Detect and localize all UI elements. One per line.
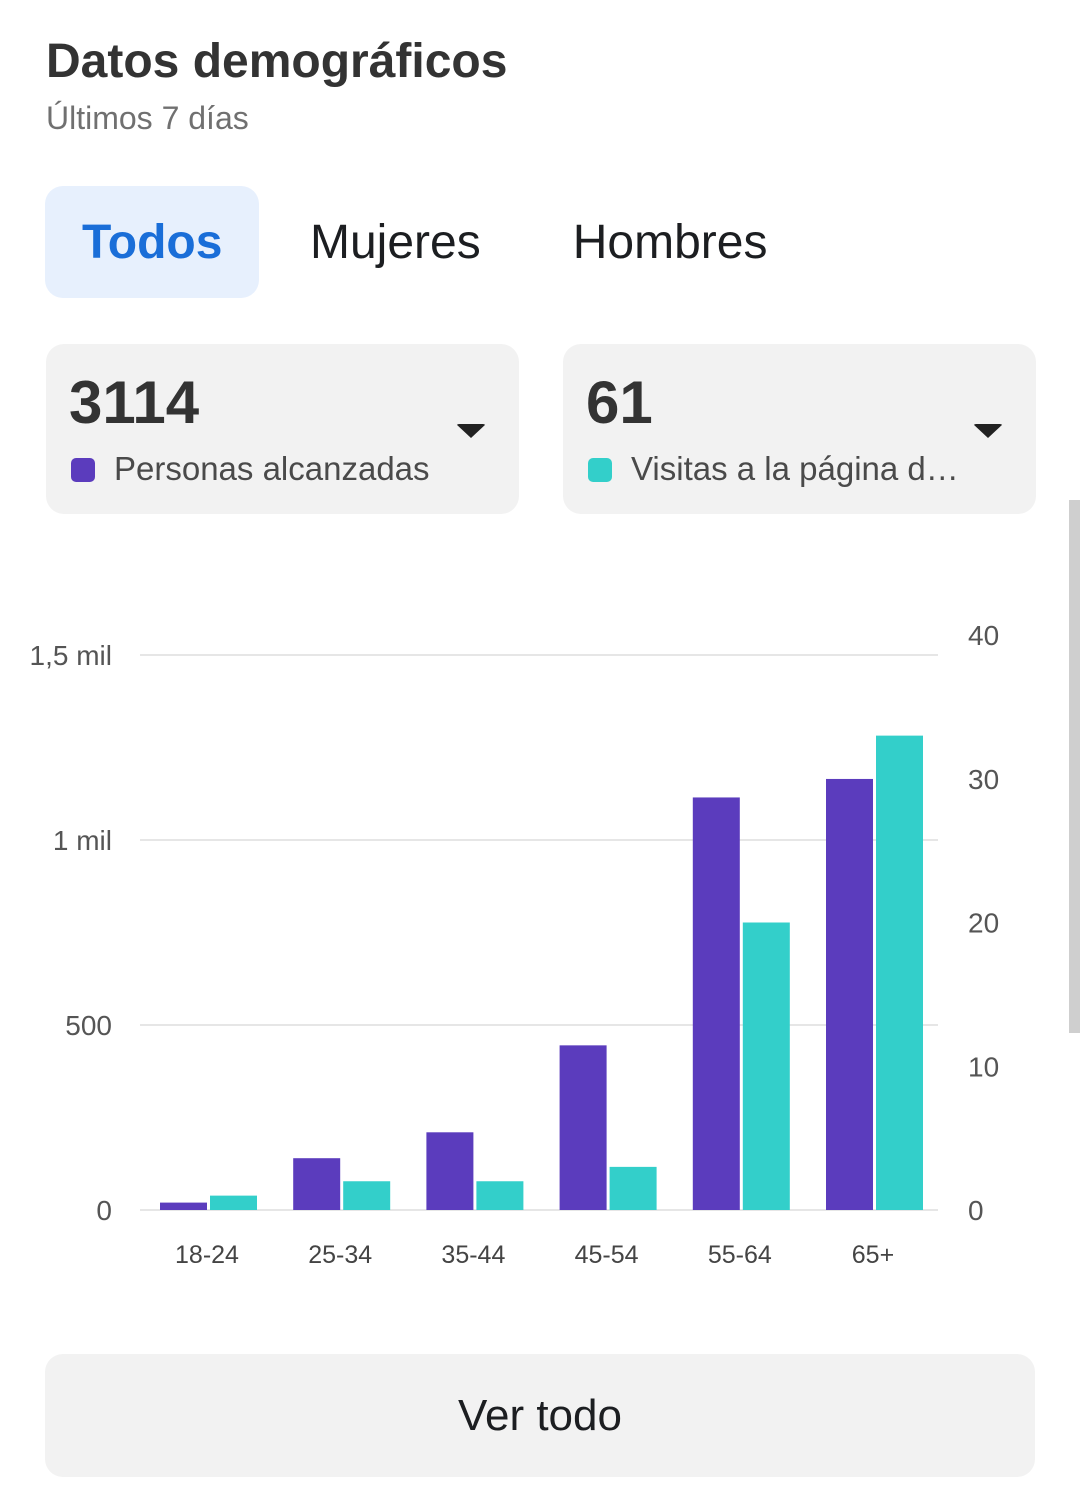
metric-value: 3114 bbox=[69, 369, 200, 436]
metric-label: Personas alcanzadas bbox=[114, 450, 430, 487]
bar-45-54-visits bbox=[609, 1166, 657, 1210]
bar-18-24-reach bbox=[160, 1202, 207, 1210]
right-axis-tick-label: 0 bbox=[968, 1195, 984, 1226]
legend-swatch bbox=[588, 458, 612, 482]
bar-55-64-visits bbox=[742, 922, 790, 1210]
bar-25-34-visits bbox=[343, 1181, 391, 1210]
left-axis-tick-label: 1 mil bbox=[53, 825, 112, 856]
bar-18-24-visits bbox=[210, 1195, 257, 1210]
metric-selector-page-visits[interactable]: 61 Visitas a la página de Facebook bbox=[563, 344, 1036, 514]
x-axis-category-label: 35-44 bbox=[441, 1241, 505, 1269]
bar-45-54-reach bbox=[559, 1045, 607, 1210]
bar-35-44-reach bbox=[426, 1132, 474, 1210]
see-all-button[interactable]: Ver todo bbox=[45, 1354, 1035, 1477]
bar-55-64-reach bbox=[692, 797, 740, 1210]
x-axis-category-label: 65+ bbox=[852, 1241, 894, 1269]
bar-65+-visits bbox=[876, 735, 923, 1210]
date-range-subtitle: Últimos 7 días bbox=[46, 100, 249, 136]
caret-down-icon[interactable] bbox=[973, 424, 1003, 438]
legend-swatch bbox=[71, 458, 95, 482]
right-axis-tick-label: 10 bbox=[968, 1051, 999, 1082]
page-title: Datos demográficos bbox=[46, 35, 508, 88]
left-axis-tick-label: 500 bbox=[65, 1010, 112, 1041]
right-axis-tick-label: 20 bbox=[968, 908, 999, 939]
x-axis-category-label: 55-64 bbox=[708, 1241, 772, 1269]
tab-todos[interactable]: Todos bbox=[45, 186, 259, 298]
metric-value: 61 bbox=[586, 369, 653, 436]
right-axis-tick-label: 30 bbox=[968, 764, 999, 795]
bar-65+-reach bbox=[826, 778, 873, 1210]
left-axis-tick-label: 1,5 mil bbox=[30, 640, 112, 671]
x-axis-category-label: 25-34 bbox=[308, 1241, 372, 1269]
x-axis-category-label: 18-24 bbox=[175, 1241, 239, 1269]
metric-selector-reach[interactable]: 3114 Personas alcanzadas bbox=[46, 344, 519, 514]
x-axis-category-label: 45-54 bbox=[575, 1241, 639, 1269]
bar-35-44-visits bbox=[476, 1181, 524, 1210]
scrollbar[interactable] bbox=[1069, 500, 1080, 1033]
tab-mujeres[interactable]: Mujeres bbox=[310, 215, 481, 269]
caret-down-icon[interactable] bbox=[456, 424, 486, 438]
bar-25-34-reach bbox=[293, 1158, 341, 1210]
left-axis-tick-label: 0 bbox=[96, 1195, 112, 1226]
right-axis-tick-label: 40 bbox=[968, 620, 999, 651]
age-demographics-chart: 0 500 1 mil 1,5 mil 0 10 20 30 40 18-24 25-34 35-44… bbox=[30, 620, 1000, 1269]
tab-hombres[interactable]: Hombres bbox=[572, 215, 768, 269]
gender-tabs: Todos Mujeres Hombres bbox=[45, 186, 767, 298]
metric-label: Visitas a la página de Facebook bbox=[631, 450, 976, 487]
